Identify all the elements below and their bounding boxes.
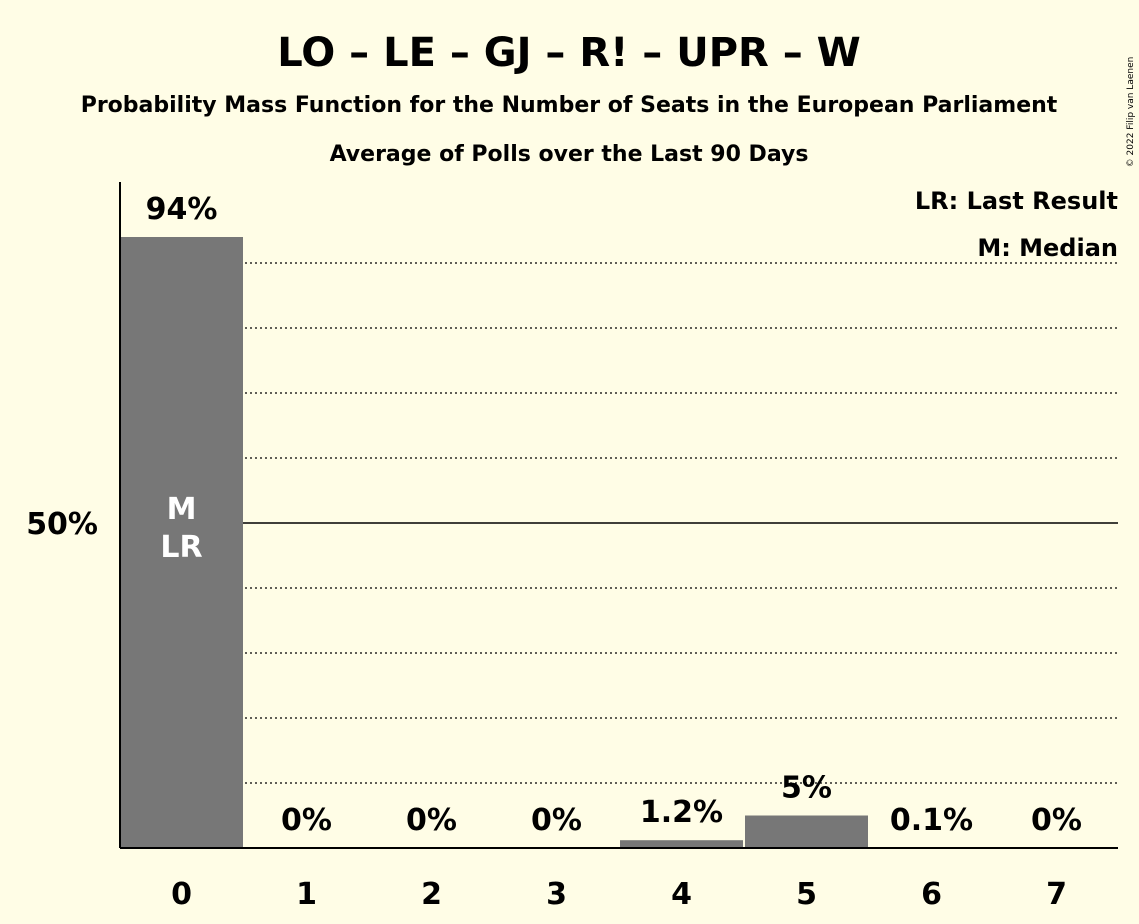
- bars: [120, 237, 993, 848]
- legend-last-result: LR: Last Result: [915, 187, 1118, 215]
- x-tick-label-3: 3: [546, 877, 567, 912]
- value-label-6: 0.1%: [890, 803, 973, 838]
- value-label-0: 94%: [146, 192, 218, 227]
- gridlines: [120, 262, 1118, 784]
- chart-subtitle-2: Average of Polls over the Last 90 Days: [330, 142, 809, 167]
- legend-median: M: Median: [977, 234, 1118, 262]
- chart-subtitle: Probability Mass Function for the Number…: [81, 93, 1058, 118]
- value-label-5: 5%: [781, 771, 832, 806]
- bar-5: [745, 815, 868, 848]
- inner-label-m: M: [167, 492, 197, 527]
- value-label-2: 0%: [406, 803, 457, 838]
- value-labels: 94% 0% 0% 0% 1.2% 5% 0.1% 0% MLR: [146, 192, 1082, 838]
- bar-4: [620, 840, 743, 848]
- value-label-3: 0%: [531, 803, 582, 838]
- bar-0: [120, 237, 243, 848]
- value-label-1: 0%: [281, 803, 332, 838]
- copyright-text: © 2022 Filip van Laenen: [1126, 57, 1136, 168]
- x-tick-label-2: 2: [421, 877, 442, 912]
- axes: 0 1 2 3 4 5 6 7 50%: [26, 182, 1118, 912]
- value-label-4: 1.2%: [640, 795, 723, 830]
- x-tick-label-5: 5: [796, 877, 817, 912]
- y-tick-label: 50%: [26, 507, 98, 542]
- x-tick-label-7: 7: [1046, 877, 1067, 912]
- value-label-7: 0%: [1031, 803, 1082, 838]
- x-tick-label-1: 1: [296, 877, 317, 912]
- x-tick-label-4: 4: [671, 877, 692, 912]
- inner-label-lr: LR: [160, 530, 202, 565]
- x-tick-label-6: 6: [921, 877, 942, 912]
- x-tick-label-0: 0: [171, 877, 192, 912]
- chart-title: LO – LE – GJ – R! – UPR – W: [277, 30, 861, 76]
